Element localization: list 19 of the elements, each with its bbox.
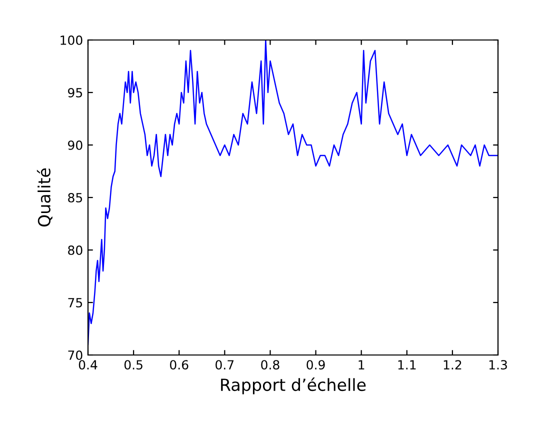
x-tick-label: 0.6 [170, 360, 188, 370]
y-tick-label: 75 [68, 298, 82, 308]
x-tick-label: 1.2 [444, 360, 462, 370]
x-tick-label: 0.5 [124, 360, 142, 370]
y-tick-label: 70 [68, 350, 82, 360]
x-tick-label: 0.8 [261, 360, 280, 370]
x-tick-label: 1.1 [398, 360, 416, 370]
y-tick-label: 100 [60, 35, 82, 45]
y-axis-title: Qualité [36, 168, 52, 227]
y-tick-label: 90 [68, 140, 82, 150]
x-tick-label: 0.7 [216, 360, 234, 370]
y-tick-label: 80 [68, 245, 82, 255]
x-axis-title: Rapport d’échelle [221, 378, 366, 394]
y-tick-label: 95 [68, 88, 82, 98]
x-tick-label: 1 [358, 360, 364, 370]
x-tick-label: 0.4 [78, 360, 98, 370]
x-tick-label: 1.3 [489, 360, 507, 370]
x-tick-label: 0.9 [306, 360, 325, 370]
y-tick-label: 85 [68, 192, 82, 202]
